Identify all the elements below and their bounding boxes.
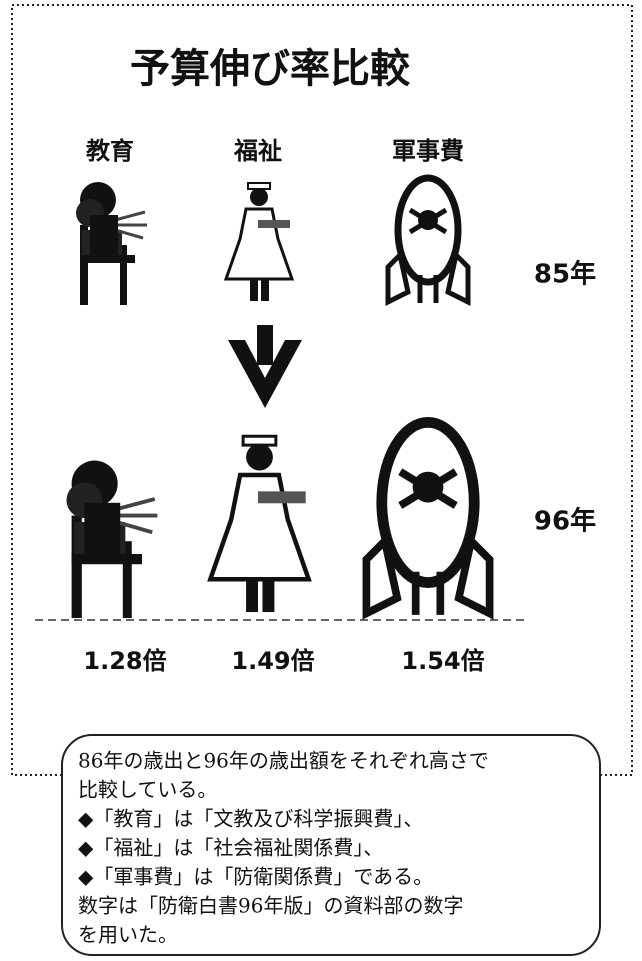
category-label: 福祉 [233, 137, 282, 165]
category-label: 教育 [86, 137, 134, 165]
value-label: 1.49倍 [231, 647, 314, 675]
icon-96 [362, 417, 494, 620]
icon-85 [223, 182, 295, 301]
icon-85 [76, 182, 147, 305]
icon-85 [385, 174, 471, 307]
note-line: 比較している。 [78, 778, 217, 802]
note-line: ◆「軍事費」は「防衛関係費」である。 [78, 865, 433, 889]
row-label: 85年 [534, 259, 596, 290]
note-line: ◆「福祉」は「社会福祉関係費」、 [78, 836, 383, 860]
row-label: 96年 [534, 506, 596, 537]
category-label: 軍事費 [392, 137, 464, 165]
note-line: を用いた。 [78, 923, 178, 947]
note-line: 数字は「防衛白書96年版」の資料部の数字 [78, 894, 463, 918]
icon-96 [66, 460, 158, 618]
note-line: 86年の歳出と96年の歳出額をそれぞれ高さで [78, 749, 489, 773]
value-label: 1.54倍 [401, 647, 484, 675]
note-box [61, 734, 601, 956]
note-line: ◆「教育」は「文教及び科学振興費」、 [78, 807, 423, 831]
value-label: 1.28倍 [83, 647, 166, 675]
icon-96 [207, 434, 312, 613]
chart-title: 予算伸び率比較 [130, 45, 411, 92]
down-arrow [228, 325, 302, 408]
